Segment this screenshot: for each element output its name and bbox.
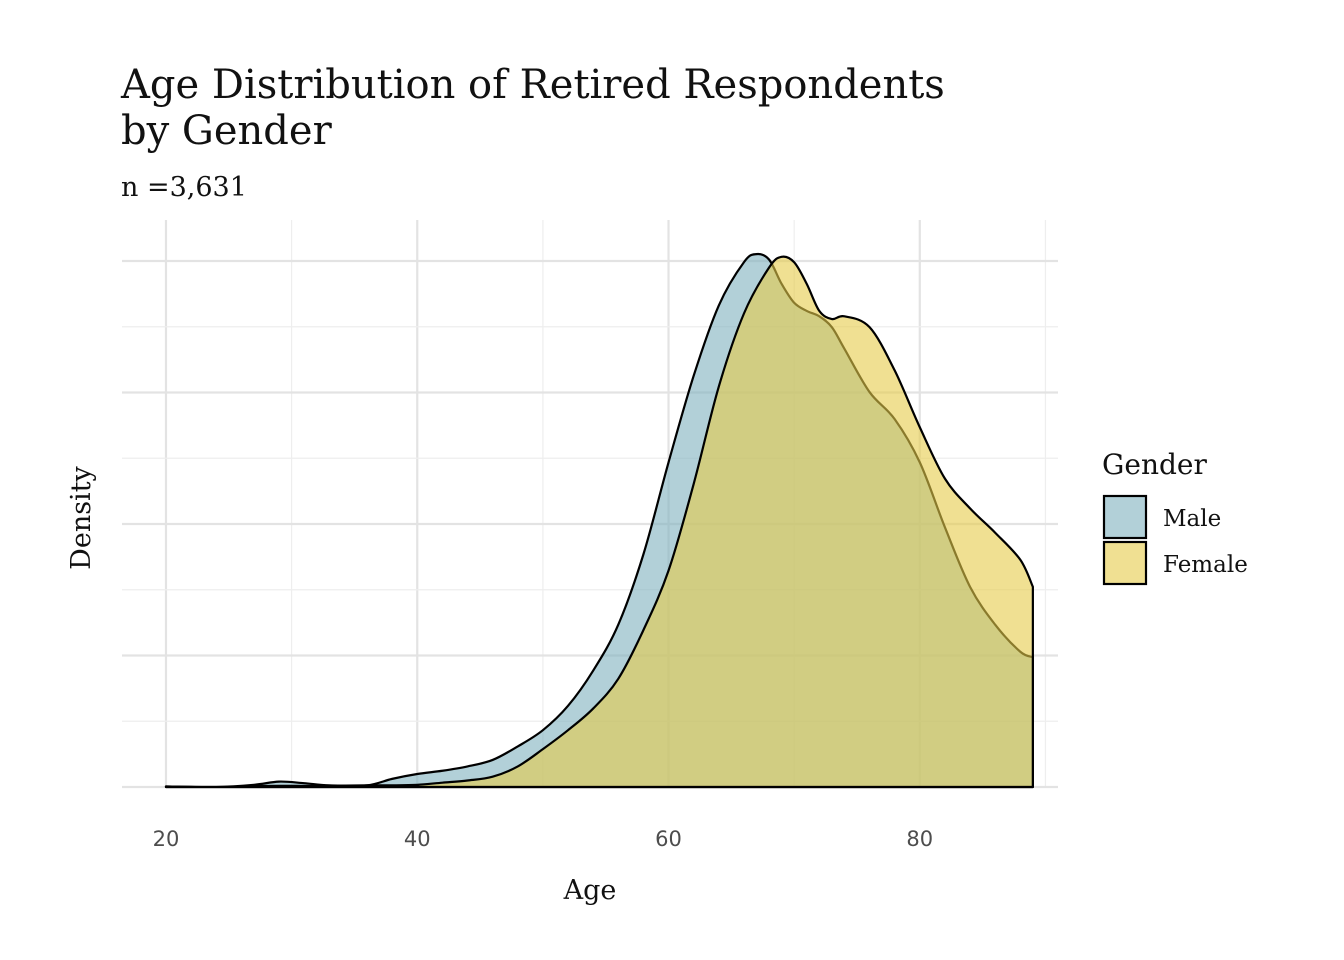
x-tick-label: 20 [153, 827, 180, 851]
x-tick-label: 60 [655, 827, 682, 851]
x-axis-title: Age [563, 875, 617, 906]
x-tick-label: 80 [906, 827, 933, 851]
chart-title-line-2: by Gender [121, 108, 333, 154]
chart-subtitle: n =3,631 [121, 172, 247, 203]
legend-key-male [1102, 494, 1148, 540]
density-area-female [164, 255, 1034, 789]
legend: Gender Male Female [1102, 448, 1248, 586]
y-axis-title: Density [66, 465, 97, 569]
legend-key-female [1102, 540, 1148, 586]
chart-title-line-1: Age Distribution of Retired Respondents [120, 62, 945, 108]
legend-label-male: Male [1163, 506, 1221, 532]
legend-title: Gender [1102, 448, 1207, 481]
x-tick-label: 40 [404, 827, 431, 851]
legend-label-female: Female [1163, 552, 1248, 578]
x-axis-tick-labels: 20 40 60 80 [153, 827, 934, 851]
density-areas [164, 252, 1034, 789]
